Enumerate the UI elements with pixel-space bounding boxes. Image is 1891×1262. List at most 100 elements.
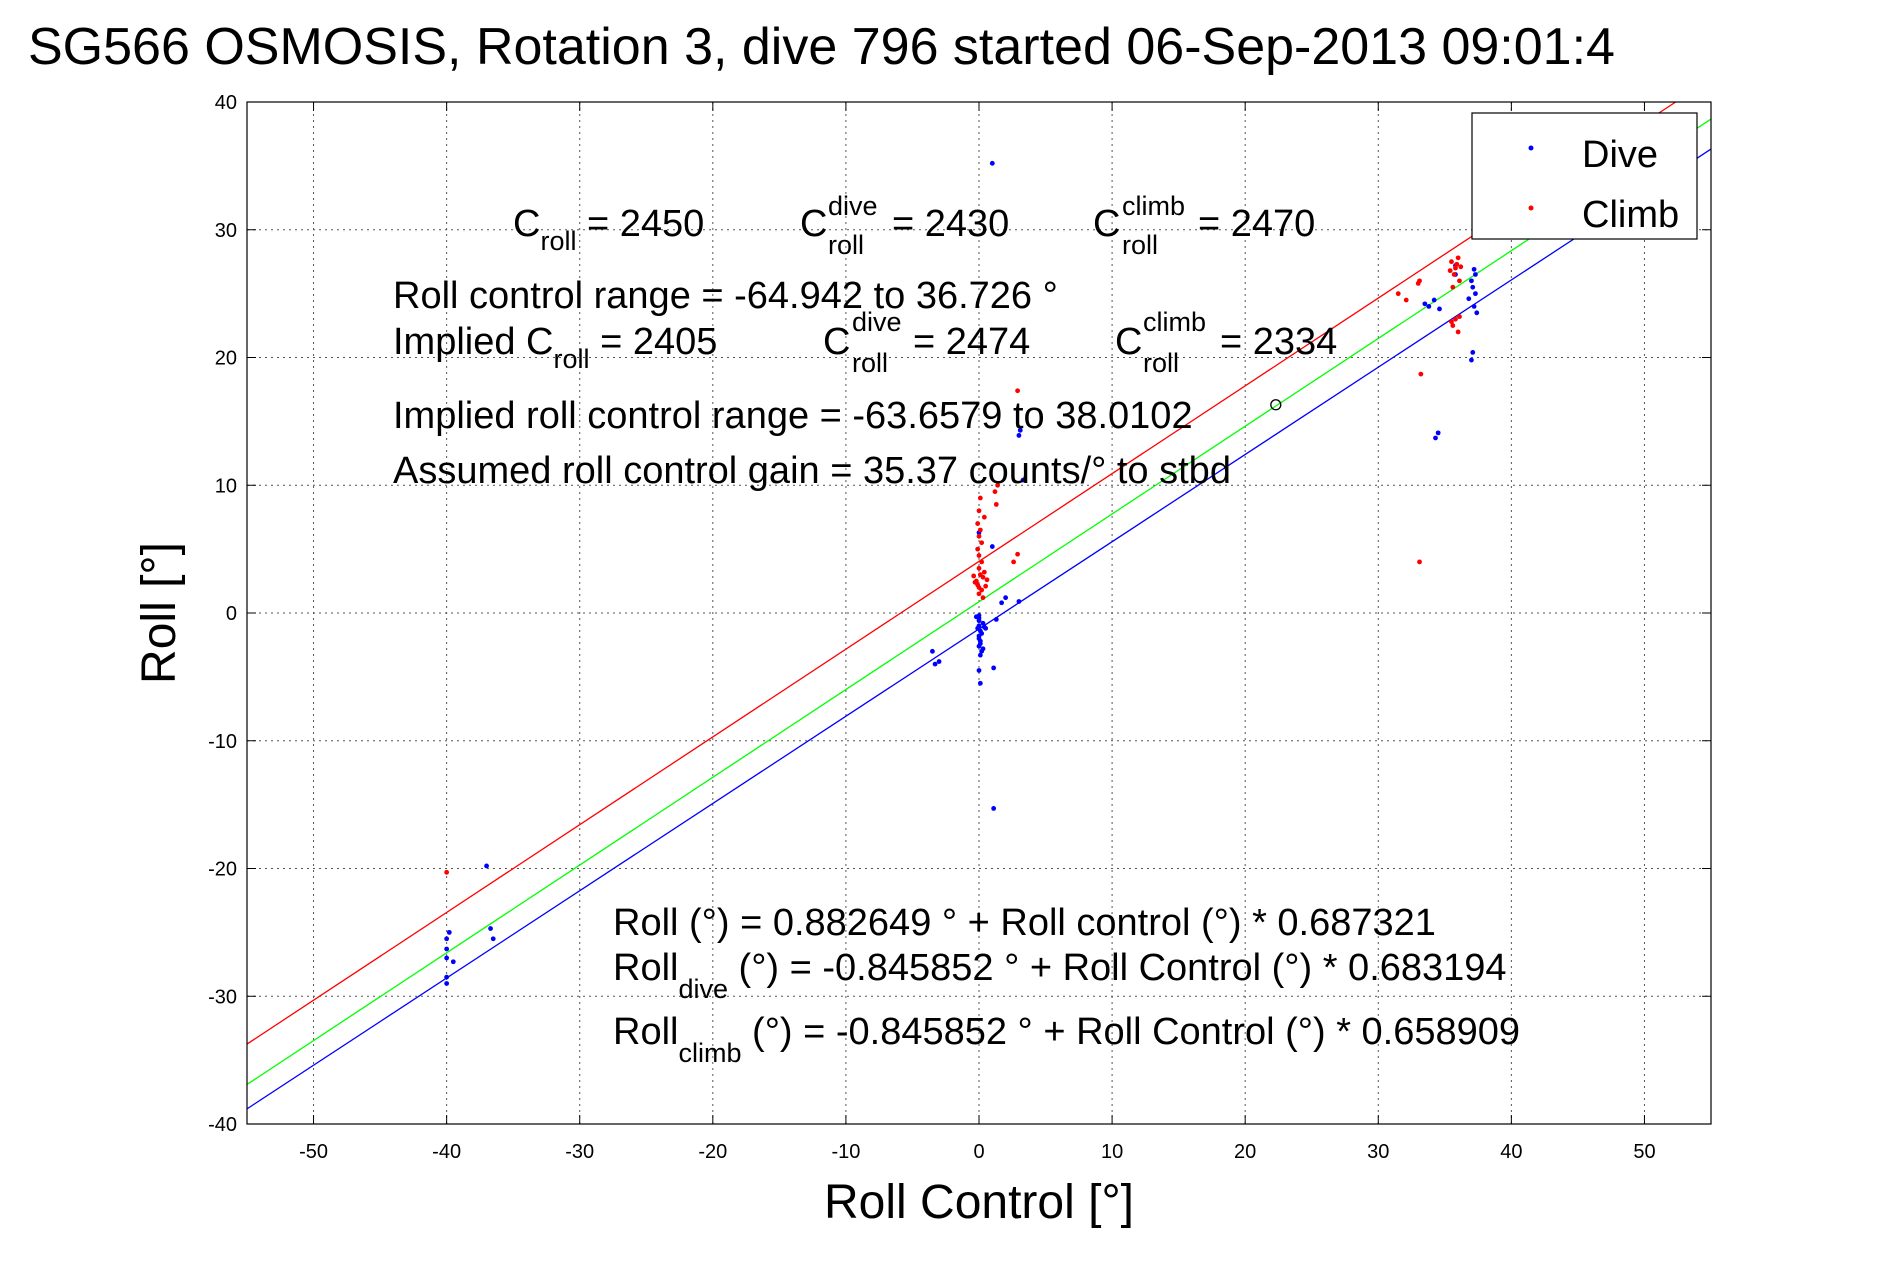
- annotation-c-roll-climb: C climb roll = 2470: [1093, 182, 1315, 263]
- climb-point: [1449, 319, 1454, 325]
- dive-point: [980, 646, 986, 652]
- climb-point: [1453, 316, 1458, 322]
- dive-point: [980, 620, 986, 626]
- climb-point: [1417, 559, 1422, 565]
- legend: Dive Climb: [1471, 112, 1698, 240]
- x-tick-label: 30: [1367, 1141, 1389, 1163]
- climb-point: [984, 577, 990, 583]
- dive-point: [973, 614, 979, 620]
- y-tick-label: -30: [208, 986, 237, 1008]
- climb-point: [980, 574, 986, 580]
- x-tick-labels: -50 -40 -30 -20 -10 0 10 20 30 40 50: [299, 1141, 1655, 1163]
- dive-point: [975, 625, 981, 631]
- climb-point: [1451, 272, 1457, 277]
- annotation-eq-climb: Rollclimb (°) = -0.845852 ° + Roll Contr…: [613, 1011, 1520, 1068]
- y-tick-labels: -40 -30 -20 -10 0 10 20 30 40: [208, 92, 237, 1136]
- dive-point: [1469, 278, 1474, 284]
- dive-point: [932, 661, 938, 667]
- dive-point: [1470, 349, 1476, 355]
- climb-point: [444, 869, 450, 875]
- climb-point: [983, 583, 989, 589]
- fit-line: [246, 101, 1677, 1045]
- annotation-implied-c-roll-climb: C climb roll = 2334: [1115, 298, 1337, 381]
- climb-point: [977, 495, 983, 501]
- y-axis-label: Roll [°]: [133, 542, 186, 684]
- climb-point: [993, 502, 999, 507]
- dive-point: [977, 641, 983, 647]
- climb-point: [976, 553, 982, 558]
- y-tick-label: 0: [226, 603, 237, 625]
- dive-point: [446, 929, 452, 935]
- chart-title: SG566 OSMOSIS, Rotation 3, dive 796 star…: [28, 18, 1615, 76]
- annotation-eq-dive: Rolldive (°) = -0.845852 ° + Roll Contro…: [613, 947, 1507, 1004]
- dive-point: [1471, 304, 1477, 309]
- dive-point: [1437, 306, 1442, 312]
- legend-climb-label: Climb: [1582, 194, 1679, 236]
- climb-point: [979, 559, 985, 565]
- climb-point: [1455, 255, 1461, 261]
- y-tick-label: 10: [215, 475, 237, 497]
- climb-point: [981, 569, 987, 575]
- y-tick-label: -40: [208, 1114, 237, 1136]
- dive-point: [983, 625, 989, 631]
- x-tick-label: -10: [831, 1141, 860, 1163]
- dive-point: [444, 946, 450, 952]
- dive-point: [989, 160, 995, 166]
- climb-point: [1455, 329, 1461, 335]
- climb-point: [1418, 371, 1424, 377]
- climb-point: [1403, 297, 1409, 303]
- climb-point: [1011, 559, 1017, 565]
- climb-point: [992, 489, 998, 495]
- x-tick-label: -30: [565, 1141, 594, 1163]
- y-tick-label: -10: [208, 731, 237, 753]
- x-axis-label: Roll Control [°]: [824, 1176, 1134, 1229]
- y-tick-label: 30: [215, 220, 237, 242]
- x-tick-label: -50: [299, 1141, 328, 1163]
- x-tick-label: 50: [1633, 1141, 1655, 1163]
- legend-box: [1471, 112, 1698, 240]
- dive-point: [1003, 595, 1009, 601]
- dive-point: [444, 936, 450, 942]
- legend-dive-label: Dive: [1582, 134, 1658, 176]
- climb-point: [979, 587, 985, 593]
- legend-climb-marker: [1528, 205, 1534, 211]
- climb-point: [976, 533, 982, 539]
- climb-point: [980, 595, 986, 601]
- climb-point: [976, 508, 982, 514]
- data-points: [444, 160, 1480, 986]
- climb-point: [1453, 265, 1458, 271]
- y-tick-label: 40: [215, 92, 237, 114]
- legend-dive-marker: [1528, 145, 1534, 151]
- annotation-c-roll: Croll = 2450: [513, 203, 704, 256]
- climb-point: [1415, 281, 1421, 286]
- climb-point: [976, 565, 982, 571]
- dive-point: [1474, 310, 1480, 316]
- dive-point: [1016, 433, 1022, 438]
- dive-point: [1426, 304, 1432, 309]
- fit-line: [246, 118, 1712, 1086]
- climb-point: [981, 514, 987, 520]
- climb-point: [1450, 323, 1456, 328]
- dive-point: [991, 665, 997, 671]
- climb-point: [977, 527, 983, 533]
- dive-point: [484, 863, 489, 869]
- dive-point: [979, 631, 985, 636]
- dive-point: [1469, 357, 1474, 363]
- x-tick-label: 40: [1500, 1141, 1522, 1163]
- annotation-eq-all: Roll (°) = 0.882649 ° + Roll control (°)…: [613, 902, 1436, 944]
- x-tick-label: 0: [973, 1141, 984, 1163]
- dive-point: [444, 974, 450, 980]
- climb-point: [1457, 314, 1462, 320]
- dive-point: [1433, 435, 1438, 441]
- climb-point: [976, 591, 982, 597]
- dive-point: [1431, 297, 1437, 303]
- climb-point: [975, 546, 981, 552]
- circle-marker: [1270, 399, 1282, 411]
- dive-point: [488, 926, 493, 931]
- dive-point: [1466, 296, 1472, 302]
- climb-point: [1450, 284, 1456, 290]
- annotation-implied-c-roll-dive: C dive roll = 2474: [823, 298, 1030, 381]
- climb-point: [971, 573, 977, 579]
- climb-point: [1454, 261, 1460, 267]
- climb-point: [1015, 388, 1020, 394]
